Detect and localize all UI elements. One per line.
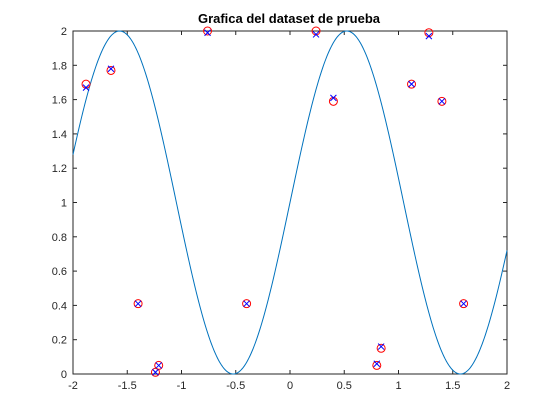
x-tick-label: 0.5 — [337, 380, 352, 392]
y-tick-label: 1.6 — [52, 95, 67, 107]
x-tick-label: 1.5 — [445, 380, 460, 392]
x-marker — [134, 300, 142, 308]
circle-marker — [376, 343, 386, 353]
x-axis-ticks: -2 -1.5 -1 -0.5 0 0.5 1 1.5 2 — [68, 31, 510, 392]
circle-marker — [242, 299, 252, 309]
y-tick-label: 0.2 — [52, 335, 67, 347]
y-tick-label: 1 — [61, 198, 67, 210]
x-marker — [312, 31, 320, 38]
x-tick-label: 2 — [504, 380, 510, 392]
circle-marker — [106, 65, 116, 75]
x-marker — [377, 343, 385, 350]
circle-marker — [372, 360, 382, 370]
x-tick-label: -2 — [68, 380, 78, 392]
x-marker — [460, 300, 467, 308]
y-tick-label: 2 — [61, 26, 67, 38]
x-marker — [425, 32, 433, 40]
x-marker — [408, 80, 415, 88]
x-marker — [82, 84, 90, 91]
circle-marker — [133, 299, 143, 309]
x-tick-label: -1 — [177, 380, 187, 392]
curve-line — [72, 30, 508, 375]
x-tick-label: -1.5 — [118, 380, 137, 392]
x-marker — [107, 65, 115, 73]
curve-layer — [72, 30, 508, 375]
x-tick-label: -0.5 — [226, 380, 245, 392]
x-marker — [373, 360, 381, 368]
y-tick-label: 0.8 — [52, 232, 67, 244]
marker-layer — [81, 26, 469, 377]
y-tick-label: 1.8 — [52, 60, 67, 72]
x-tick-label: 1 — [395, 380, 401, 392]
circle-marker — [203, 26, 213, 36]
circle-marker — [407, 79, 417, 89]
circle-marker — [437, 96, 447, 106]
circle-marker — [154, 360, 164, 370]
x-marker — [330, 94, 337, 102]
x-marker — [155, 362, 163, 369]
x-marker — [243, 300, 250, 308]
y-tick-label: 0.6 — [52, 266, 67, 278]
y-tick-label: 0 — [61, 369, 67, 381]
y-tick-label: 1.2 — [52, 163, 67, 175]
chart-title: Grafica del dataset de prueba — [198, 11, 381, 26]
x-marker — [204, 29, 211, 37]
x-tick-label: 0 — [287, 380, 293, 392]
y-tick-label: 0.4 — [52, 300, 67, 312]
y-axis-ticks: 0 0.2 0.4 0.6 0.8 1 1.2 1.4 1.6 1.8 2 — [52, 26, 507, 381]
y-tick-label: 1.4 — [52, 129, 67, 141]
circle-marker — [459, 299, 469, 309]
x-marker — [152, 368, 159, 376]
x-marker — [438, 97, 446, 105]
